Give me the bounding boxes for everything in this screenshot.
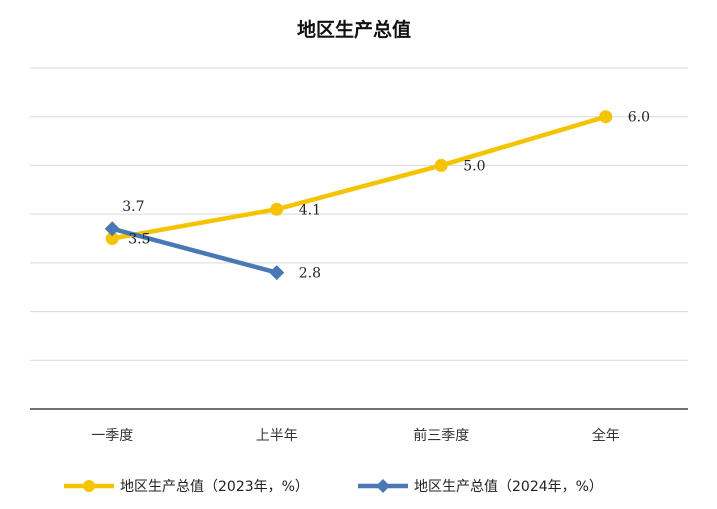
legend-label: 地区生产总值（2024年，%）	[414, 479, 603, 495]
data-point-marker	[105, 232, 119, 245]
chart-title: 地区生产总值	[297, 18, 411, 41]
x-tick-label: 全年	[592, 427, 620, 444]
gridlines	[30, 67, 688, 361]
data-labels: 3.5 4.1 5.0 6.0 3.7 2.8	[122, 110, 650, 282]
legend-swatch-marker	[83, 480, 95, 492]
x-axis-categories: 一季度 上半年 前三季度 全年	[91, 427, 620, 444]
data-label: 3.5	[128, 232, 150, 248]
x-tick-label: 上半年	[256, 428, 298, 444]
data-label: 3.7	[122, 199, 144, 215]
series-line	[110, 226, 279, 275]
data-label: 5.0	[463, 158, 485, 174]
data-point-marker	[270, 202, 284, 216]
x-tick-label: 前三季度	[413, 427, 469, 444]
data-point-marker	[599, 110, 613, 124]
legend-swatch-marker	[376, 479, 390, 493]
data-label: 6.0	[628, 110, 650, 126]
x-tick-label: 一季度	[91, 428, 133, 444]
data-label: 2.8	[299, 266, 321, 282]
data-point-marker	[269, 265, 285, 281]
legend-label: 地区生产总值（2023年，%）	[120, 479, 309, 495]
legend: 地区生产总值（2023年，%） 地区生产总值（2024年，%）	[64, 479, 603, 495]
series-lines	[110, 114, 608, 275]
series-line	[110, 114, 608, 241]
series-markers	[104, 110, 613, 281]
data-point-marker	[104, 221, 120, 237]
data-point-marker	[434, 158, 448, 172]
data-label: 4.1	[299, 202, 321, 218]
